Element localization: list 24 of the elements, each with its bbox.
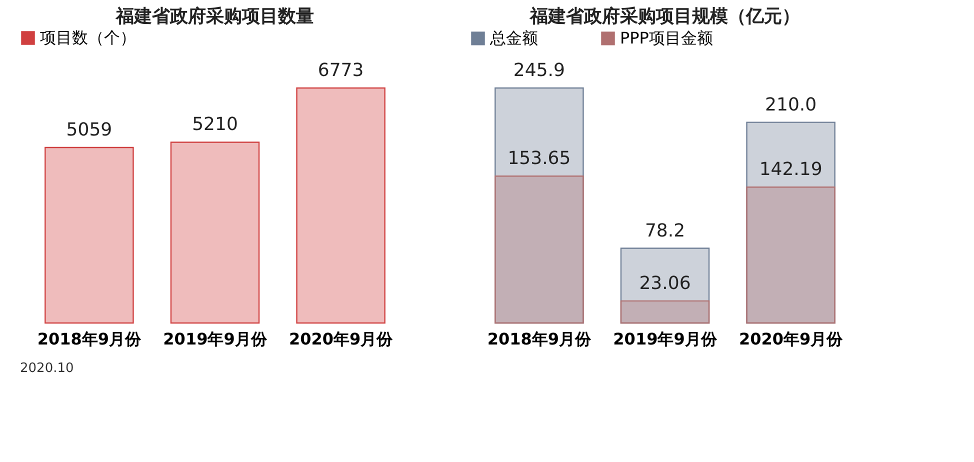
- data-label: 5059: [66, 119, 112, 140]
- bar: [746, 186, 836, 324]
- data-label: 142.19: [759, 159, 822, 180]
- data-label: 153.65: [508, 148, 571, 170]
- bar: [494, 176, 584, 324]
- x-tick-label: 2019年9月份: [613, 330, 718, 348]
- chart-title: 福建省政府采购项目规模（亿元）: [529, 6, 800, 27]
- bar: [620, 300, 710, 324]
- legend-label: 项目数（个）: [40, 28, 136, 47]
- x-tick-label: 2020年9月份: [738, 330, 844, 348]
- text: 2020.10: [20, 361, 74, 376]
- data-label: 6773: [318, 60, 364, 81]
- legend-label: 总金额: [489, 28, 538, 48]
- chart-title: 福建省政府采购项目数量: [115, 6, 314, 27]
- data-label: 245.9: [513, 60, 565, 81]
- data-label: 78.2: [644, 220, 686, 242]
- x-tick-label: 2019年9月份: [163, 330, 268, 348]
- data-label: 23.06: [639, 272, 691, 294]
- data-label: 210.0: [765, 94, 817, 116]
- legend-label: PPP项目金额: [620, 28, 713, 48]
- x-tick-label: 2018年9月份: [487, 330, 592, 348]
- data-label: 5210: [192, 114, 238, 136]
- x-tick-label: 2018年9月份: [37, 330, 142, 348]
- x-tick-label: 2020年9月份: [288, 330, 394, 348]
